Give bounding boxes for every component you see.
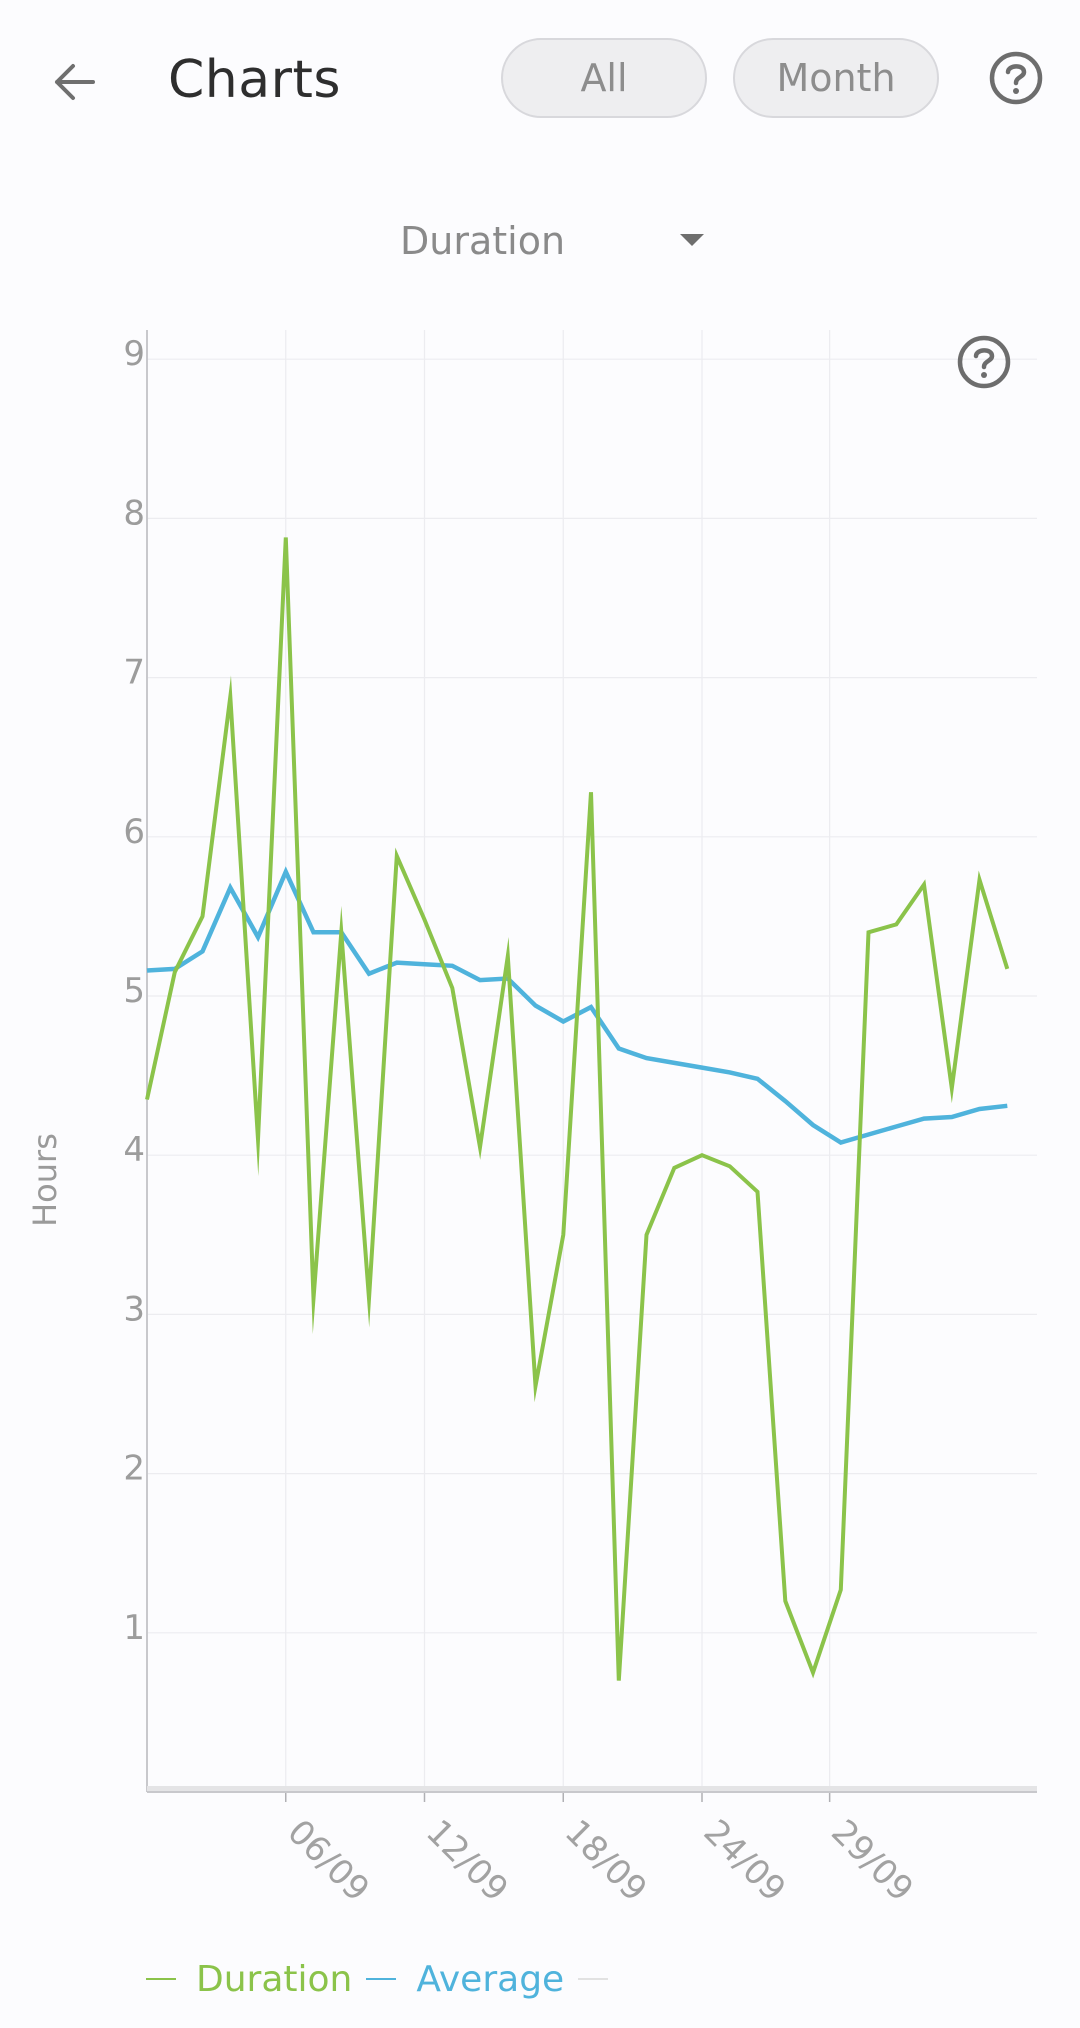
- y-tick-label: 4: [123, 1130, 145, 1170]
- question-circle-icon: [989, 51, 1043, 105]
- y-tick-label: 3: [123, 1289, 145, 1329]
- y-tick-label: 5: [123, 971, 145, 1011]
- legend-swatch-duration: [146, 1978, 176, 1980]
- series-line-duration: [145, 537, 1010, 1681]
- chart-axes: [146, 330, 1037, 1802]
- y-tick-label: 8: [123, 493, 145, 533]
- x-tick-label: 24/09: [696, 1812, 794, 1910]
- y-tick-label: 9: [123, 334, 145, 374]
- x-tick-label: 12/09: [418, 1812, 516, 1910]
- back-button[interactable]: [44, 52, 104, 112]
- x-tick-label: 29/09: [823, 1812, 921, 1910]
- legend-label-average: Average: [416, 1958, 565, 2000]
- chart-legend: Duration Average: [146, 1952, 609, 2006]
- help-button[interactable]: [988, 50, 1044, 106]
- filter-all-button[interactable]: All: [501, 38, 707, 118]
- x-axis-bar: [147, 1786, 1037, 1792]
- y-tick-label: 6: [123, 812, 145, 852]
- filter-month-button[interactable]: Month: [733, 38, 939, 118]
- y-axis-title: Hours: [26, 1133, 64, 1227]
- y-axis-ticks: 1 2 3 4 5 6 7 8 9: [123, 334, 145, 1648]
- metric-dropdown[interactable]: Duration: [390, 212, 720, 270]
- legend-label-duration: Duration: [196, 1958, 353, 2000]
- page-title: Charts: [168, 50, 341, 110]
- legend-trailing-line: [578, 1978, 609, 1980]
- y-tick-label: 2: [123, 1449, 145, 1489]
- y-tick-label: 1: [123, 1608, 145, 1648]
- duration-line-chart: 1 2 3 4 5 6 7 8 9 06/09 12/09 18/09 24/09 29/09 Hour…: [26, 330, 1037, 1910]
- chart-help-button[interactable]: [956, 334, 1012, 390]
- legend-swatch-average: [366, 1978, 397, 1980]
- x-tick-label: 06/09: [279, 1812, 377, 1910]
- metric-dropdown-value: Duration: [400, 219, 566, 263]
- legend-item-average: Average: [366, 1959, 564, 2000]
- x-tick-label: 18/09: [557, 1812, 655, 1910]
- caret-down-icon: [680, 234, 704, 246]
- question-circle-icon: [957, 335, 1011, 389]
- legend-item-duration: Duration: [146, 1959, 352, 2000]
- arrow-left-icon: [55, 64, 95, 100]
- chart-series: [145, 537, 1010, 1681]
- x-axis-ticks: 06/09 12/09 18/09 24/09 29/09: [279, 1812, 920, 1910]
- chart-grid: [147, 330, 1037, 1792]
- y-tick-label: 7: [123, 653, 145, 693]
